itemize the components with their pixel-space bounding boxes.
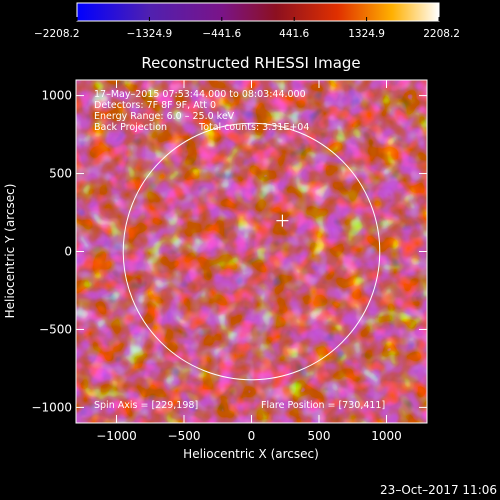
annotation-spin-axis: Spin Axis = [229,198] (94, 400, 198, 411)
annotations: 17–May–2015 07:53:44.000 to 08:03:44.000… (94, 89, 385, 411)
y-tick-label: 0 (64, 245, 72, 259)
x-tick-label: 500 (308, 429, 331, 443)
annotation-detectors: Detectors: 7F 8F 9F, Att 0 (94, 100, 216, 111)
y-tick-label: −500 (39, 322, 72, 336)
chart-title: Reconstructed RHESSI Image (141, 54, 360, 72)
x-axis: −1000 −500 0 500 1000 (96, 80, 402, 443)
x-tick-label: 1000 (371, 429, 402, 443)
solar-limb-circle (122, 122, 381, 381)
y-tick-label: 500 (49, 167, 72, 181)
colorbar-gradient (76, 2, 440, 22)
colorbar-tick-label: −441.6 (202, 28, 241, 40)
colorbar-ticks: −2208.2 −1324.9 −441.6 441.6 1324.9 2208.2 (34, 17, 460, 40)
x-tick-label: −1000 (96, 429, 137, 443)
footer-date: 23–Oct–2017 11:06 (380, 483, 497, 497)
annotation-time-range: 17–May–2015 07:53:44.000 to 08:03:44.000 (94, 89, 306, 100)
annotation-total-counts: Total counts: 3.31E+04 (198, 122, 309, 133)
crosshair-marker (276, 214, 289, 227)
annotation-method: Back Projection (94, 122, 167, 133)
x-axis-label: Heliocentric X (arcsec) (183, 447, 319, 461)
x-tick-label: −500 (168, 429, 201, 443)
colorbar-tick-label: −2208.2 (34, 28, 80, 40)
colorbar-tick-label: 441.6 (279, 28, 309, 40)
annotation-energy-range: Energy Range: 6.0 – 25.0 keV (94, 111, 235, 122)
y-tick-label: 1000 (41, 89, 72, 103)
y-axis: −1000 −500 0 500 1000 (31, 89, 427, 414)
y-tick-label: −1000 (31, 400, 72, 414)
colorbar-tick-label: 2208.2 (423, 28, 460, 40)
colorbar-tick-label: −1324.9 (127, 28, 173, 40)
colorbar: −2208.2 −1324.9 −441.6 441.6 1324.9 2208.2 (34, 2, 460, 40)
x-tick-label: 0 (248, 429, 256, 443)
y-axis-label: Heliocentric Y (arcsec) (3, 184, 17, 319)
heatmap-image (76, 80, 427, 423)
annotation-flare-position: Flare Position = [730,411] (261, 400, 385, 411)
colorbar-tick-label: 1324.9 (348, 28, 385, 40)
